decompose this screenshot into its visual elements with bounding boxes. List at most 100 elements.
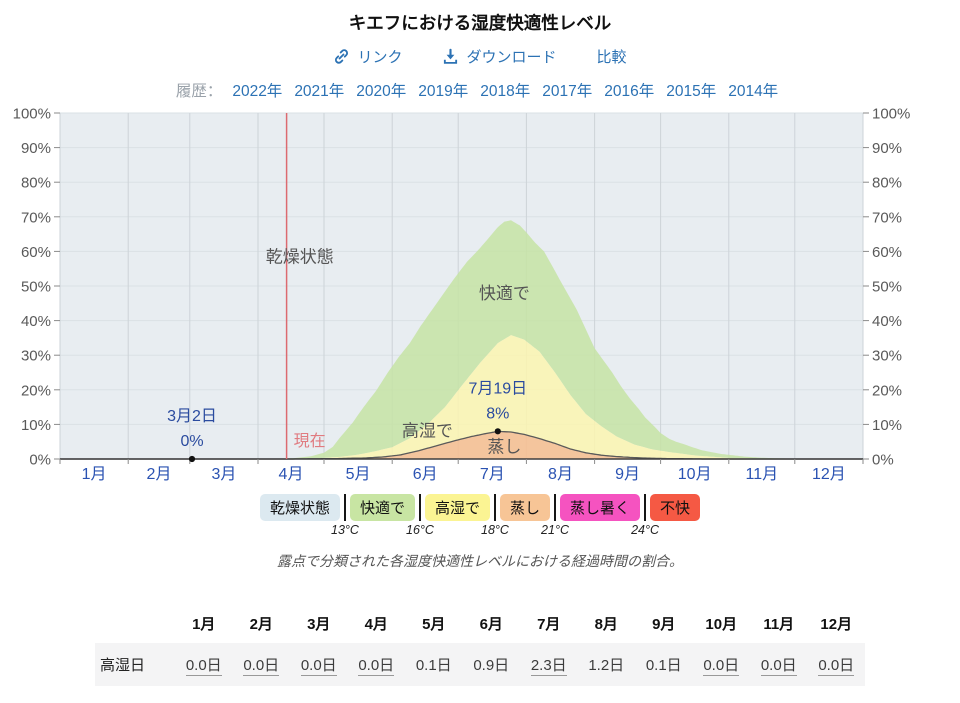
y-axis-label-left: 20% xyxy=(21,382,51,399)
legend-threshold-divider: 16°C xyxy=(406,494,434,537)
table-month-header: 12月 xyxy=(820,616,853,633)
marker-value-label: 8% xyxy=(486,405,509,422)
region-label: 快適で xyxy=(479,284,530,303)
compare-button-label: 比較 xyxy=(596,49,627,66)
table-cell: 0.9日 xyxy=(463,643,521,686)
y-axis-label-left: 40% xyxy=(21,313,51,330)
table-cell: 0.0日 xyxy=(693,643,751,686)
history-label: 履歴： xyxy=(175,83,223,100)
y-axis-label-left: 80% xyxy=(21,175,51,192)
region-label: 蒸し xyxy=(487,438,521,457)
history-year-link[interactable]: 2015年 xyxy=(666,83,717,100)
link-button[interactable]: リンク xyxy=(333,46,402,67)
chart-caption: 露点で分類された各湿度快適性レベルにおける経過時間の割合。 xyxy=(277,553,683,569)
x-axis-month-label: 7月 xyxy=(480,466,505,483)
legend-item-dry: 乾燥状態 xyxy=(259,494,340,521)
y-axis-label-right: 0% xyxy=(872,452,894,469)
history-year-link[interactable]: 2021年 xyxy=(294,83,345,100)
table-month-header: 7月 xyxy=(537,616,561,633)
history-row: 履歴： 2022年 2021年 2020年 2019年 2018年 2017年 2016年 20… xyxy=(0,79,960,101)
legend-threshold-divider: 13°C xyxy=(331,494,359,537)
x-axis-month-label: 11月 xyxy=(745,466,778,483)
table-value-link[interactable]: 0.0日 xyxy=(703,657,740,676)
x-axis-month-label: 5月 xyxy=(346,466,371,483)
y-axis-label-right: 10% xyxy=(872,417,902,434)
y-axis-label-left: 70% xyxy=(21,209,51,226)
page-title: キエフにおける湿度快適性レベル xyxy=(348,13,612,33)
y-axis-label-right: 80% xyxy=(872,175,902,192)
region-label: 乾燥状態 xyxy=(266,248,334,267)
table-cell: 2.3日 xyxy=(520,643,578,686)
y-axis-label-left: 30% xyxy=(21,348,51,365)
compare-button[interactable]: 比較 xyxy=(597,46,627,67)
download-button-label: ダウンロード xyxy=(466,49,557,66)
x-axis-month-label: 6月 xyxy=(413,466,438,483)
humidity-comfort-chart: 現在 0% 0% 10% 10% 20% 20% 30% 30% 40% 40% 50% 50% 60% 6… xyxy=(13,106,911,484)
x-axis-month-label: 10月 xyxy=(678,466,712,483)
marker-dot xyxy=(494,428,501,435)
link-icon xyxy=(333,48,350,65)
history-year-link[interactable]: 2020年 xyxy=(356,83,407,100)
x-axis-month-label: 1月 xyxy=(82,466,107,483)
y-axis-label-right: 60% xyxy=(872,244,902,261)
table-month-header: 11月 xyxy=(763,616,795,633)
x-axis-month-label: 3月 xyxy=(211,466,236,483)
legend-threshold-label: 24°C xyxy=(631,523,659,537)
y-axis-label-right: 20% xyxy=(872,382,902,399)
x-axis-month-label: 9月 xyxy=(615,466,640,483)
table-value-link[interactable]: 0.0日 xyxy=(243,657,280,676)
table-cell: 0.1日 xyxy=(405,643,463,686)
legend-item-miserable: 不快 xyxy=(650,494,701,521)
x-axis-month-label: 12月 xyxy=(812,466,846,483)
history-year-link[interactable]: 2017年 xyxy=(542,83,593,100)
table-cell: 0.0日 xyxy=(290,643,348,686)
y-axis-label-right: 40% xyxy=(872,313,902,330)
table-cell: 0.0日 xyxy=(175,643,233,686)
legend-threshold-label: 21°C xyxy=(541,523,569,537)
table-month-header: 1月 xyxy=(192,616,216,633)
table-value-link[interactable]: 0.0日 xyxy=(760,657,797,676)
history-year-link[interactable]: 2014年 xyxy=(728,83,779,100)
table-value-link: 0.9日 xyxy=(473,657,510,674)
legend: 乾燥状態 13°C 快適で 16°C 高湿で 18°C 蒸し 21°C 蒸し暑く 24°C 不快 xyxy=(0,494,960,537)
table-value-link[interactable]: 2.3日 xyxy=(530,657,567,676)
legend-item-muggy: 蒸し xyxy=(500,494,551,521)
table-month-header: 2月 xyxy=(249,616,273,633)
table-month-header: 5月 xyxy=(422,616,446,633)
marker-value-label: 0% xyxy=(180,433,203,450)
legend-item-comfortable: 快適で xyxy=(349,494,415,521)
marker-date-label: 3月2日 xyxy=(167,408,217,425)
y-axis-label-left: 0% xyxy=(29,452,51,469)
legend-threshold-divider: 24°C xyxy=(631,494,659,537)
history-year-link[interactable]: 2022年 xyxy=(232,83,283,100)
table-month-header: 10月 xyxy=(705,616,738,633)
legend-item-muggy-hot: 蒸し暑く xyxy=(560,494,641,521)
history-year-link[interactable]: 2016年 xyxy=(604,83,655,100)
region-label: 高湿で xyxy=(402,422,453,441)
table-value-link[interactable]: 0.0日 xyxy=(185,657,222,676)
y-axis-label-right: 50% xyxy=(872,279,902,296)
table-month-header: 4月 xyxy=(364,616,388,633)
table-row-label: 高湿日 xyxy=(100,657,146,674)
table-value-link[interactable]: 0.0日 xyxy=(358,657,395,676)
table-cell: 0.0日 xyxy=(348,643,406,686)
download-button[interactable]: ダウンロード xyxy=(442,46,557,67)
table-value-link: 0.1日 xyxy=(645,657,682,674)
link-button-label: リンク xyxy=(357,49,403,66)
table-month-header: 6月 xyxy=(479,616,503,633)
x-axis-month-label: 4月 xyxy=(279,466,304,483)
history-year-link[interactable]: 2018年 xyxy=(480,83,531,100)
y-axis-label-left: 10% xyxy=(21,417,51,434)
legend-item-humid: 高湿で xyxy=(424,494,490,521)
table-value-link[interactable]: 0.0日 xyxy=(818,657,855,676)
toolbar: リンク ダウンロード 比較 xyxy=(0,46,960,67)
download-icon xyxy=(442,48,459,65)
x-axis-month-label: 2月 xyxy=(147,466,172,483)
table-month-header: 3月 xyxy=(307,616,331,633)
y-axis-label-right: 70% xyxy=(872,209,902,226)
history-year-link[interactable]: 2019年 xyxy=(418,83,469,100)
table-value-link[interactable]: 0.0日 xyxy=(300,657,337,676)
legend-threshold-divider: 18°C xyxy=(481,494,509,537)
legend-threshold-label: 16°C xyxy=(406,523,434,537)
